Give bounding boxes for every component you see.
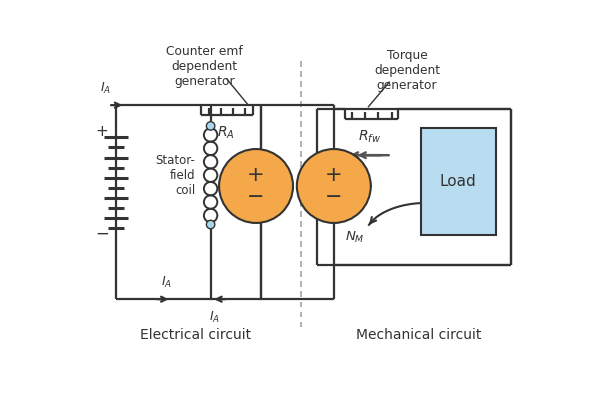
Circle shape <box>297 149 371 223</box>
Text: −: − <box>325 187 343 207</box>
Text: Counter emf
dependent
generator: Counter emf dependent generator <box>166 45 243 88</box>
Text: $R_{fw}$: $R_{fw}$ <box>358 128 381 145</box>
Text: Load: Load <box>440 174 477 189</box>
Text: $R_A$: $R_A$ <box>217 124 234 141</box>
Text: $I_A$: $I_A$ <box>99 81 111 96</box>
Circle shape <box>219 149 293 223</box>
Circle shape <box>206 122 215 130</box>
Text: Electrical circuit: Electrical circuit <box>140 327 250 342</box>
Text: +: + <box>248 165 265 185</box>
Text: Mechanical circuit: Mechanical circuit <box>356 327 481 342</box>
Text: $I_A$: $I_A$ <box>161 275 173 290</box>
Text: +: + <box>325 165 343 185</box>
Text: Torque
dependent
generator: Torque dependent generator <box>374 49 440 92</box>
Text: Stator-
field
coil: Stator- field coil <box>155 154 195 197</box>
Text: −: − <box>248 187 265 207</box>
Circle shape <box>206 220 215 229</box>
Text: −: − <box>95 225 109 243</box>
FancyBboxPatch shape <box>421 128 496 235</box>
Text: $I_A$: $I_A$ <box>209 310 220 325</box>
Text: +: + <box>96 124 108 139</box>
Text: $N_M$: $N_M$ <box>346 229 365 245</box>
